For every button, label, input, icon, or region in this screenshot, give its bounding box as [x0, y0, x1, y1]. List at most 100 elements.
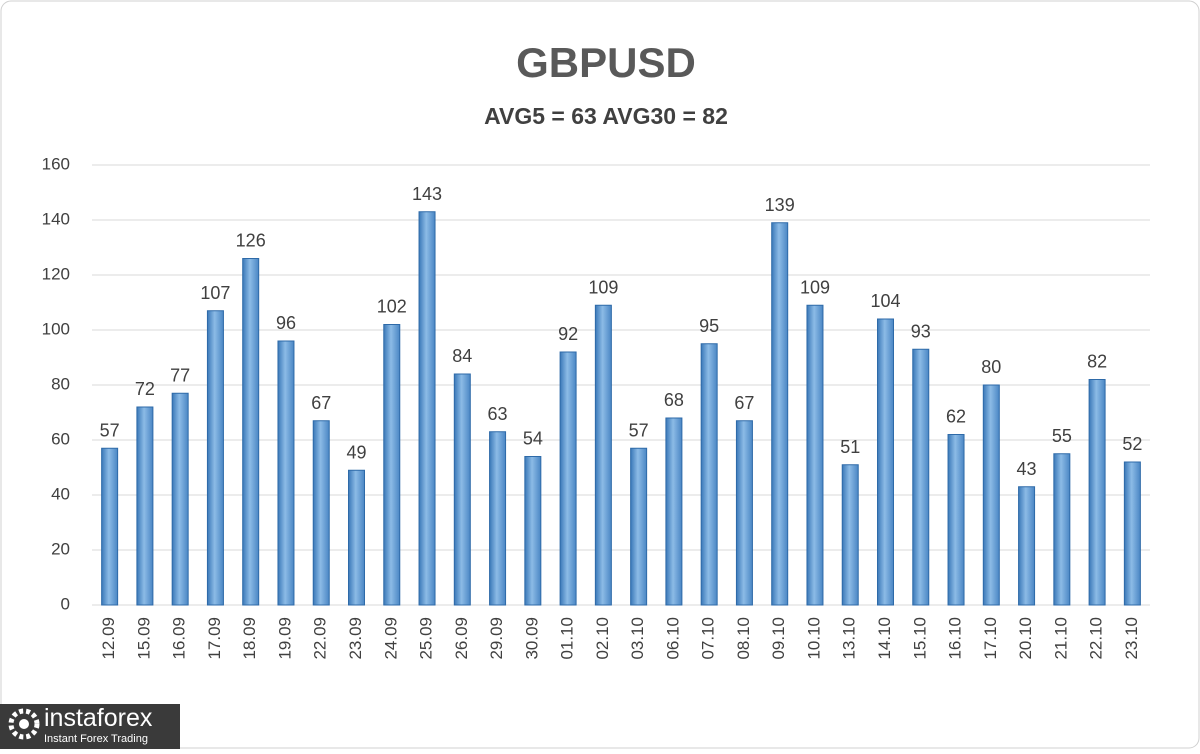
y-tick-label: 20: [51, 539, 70, 558]
bar: [700, 343, 718, 606]
y-tick-label: 40: [51, 484, 70, 503]
x-tick-label: 16.09: [170, 617, 189, 660]
value-label: 109: [800, 277, 830, 297]
value-label: 102: [377, 297, 407, 317]
x-tick-label: 23.10: [1122, 617, 1141, 660]
bar: [489, 431, 507, 606]
x-tick-label: 02.10: [593, 617, 612, 660]
bar: [735, 420, 753, 606]
value-label: 95: [699, 316, 719, 336]
value-label: 62: [946, 407, 966, 427]
chart-subtitle: AVG5 = 63 AVG30 = 82: [484, 103, 728, 129]
bar: [277, 340, 295, 606]
bar: [1088, 379, 1106, 606]
value-label: 77: [170, 365, 190, 385]
bar: [947, 434, 965, 606]
bar: [630, 447, 648, 606]
value-label: 84: [452, 346, 472, 366]
value-label: 49: [346, 442, 366, 462]
x-tick-label: 06.10: [663, 617, 682, 660]
x-tick-label: 21.10: [1051, 617, 1070, 660]
value-label: 96: [276, 313, 296, 333]
y-tick-label: 0: [61, 594, 70, 613]
x-tick-label: 20.10: [1016, 617, 1035, 660]
y-tick-label: 120: [42, 264, 70, 283]
bar: [383, 324, 401, 606]
watermark-name: instaforex: [44, 704, 153, 732]
value-label: 52: [1122, 434, 1142, 454]
x-tick-label: 09.10: [769, 617, 788, 660]
x-tick-label: 22.10: [1087, 617, 1106, 660]
bar: [594, 304, 612, 606]
bar: [453, 373, 471, 606]
x-tick-label: 08.10: [734, 617, 753, 660]
bar: [1018, 486, 1036, 606]
value-label: 51: [840, 437, 860, 457]
x-tick-label: 30.09: [522, 617, 541, 660]
value-label: 67: [311, 393, 331, 413]
value-label: 67: [734, 393, 754, 413]
bar: [206, 310, 224, 606]
x-tick-label: 23.09: [346, 617, 365, 660]
bar: [312, 420, 330, 606]
y-tick-label: 140: [42, 209, 70, 228]
value-label: 93: [911, 321, 931, 341]
value-label: 126: [236, 231, 266, 251]
value-label: 139: [765, 195, 795, 215]
x-tick-label: 18.09: [240, 617, 259, 660]
y-tick-label: 60: [51, 429, 70, 448]
value-label: 72: [135, 379, 155, 399]
value-label: 68: [664, 390, 684, 410]
bar: [242, 258, 260, 606]
bar: [841, 464, 859, 606]
value-label: 43: [1017, 459, 1037, 479]
bar: [1123, 461, 1141, 606]
x-tick-label: 14.10: [875, 617, 894, 660]
value-label: 54: [523, 429, 543, 449]
value-label: 109: [588, 277, 618, 297]
x-tick-label: 19.09: [275, 617, 294, 660]
value-label: 57: [629, 420, 649, 440]
x-tick-label: 03.10: [628, 617, 647, 660]
x-tick-label: 22.09: [311, 617, 330, 660]
x-tick-label: 01.10: [558, 617, 577, 660]
x-tick-label: 17.10: [981, 617, 1000, 660]
y-tick-label: 160: [42, 154, 70, 173]
bar: [136, 406, 154, 606]
x-tick-label: 26.09: [452, 617, 471, 660]
value-label: 104: [870, 291, 900, 311]
bar: [101, 447, 119, 606]
x-tick-label: 15.10: [910, 617, 929, 660]
x-tick-label: 10.10: [804, 617, 823, 660]
x-tick-label: 07.10: [699, 617, 718, 660]
bar: [912, 348, 930, 606]
bar: [524, 456, 542, 606]
y-tick-label: 80: [51, 374, 70, 393]
x-tick-label: 17.09: [205, 617, 224, 660]
value-label: 57: [100, 420, 120, 440]
bar: [982, 384, 1000, 606]
x-tick-label: 16.10: [946, 617, 965, 660]
watermark-icon-core: [19, 719, 29, 729]
value-label: 63: [488, 404, 508, 424]
x-tick-label: 29.09: [487, 617, 506, 660]
bar: [348, 469, 365, 606]
bar: [171, 392, 189, 606]
bar: [665, 417, 683, 606]
value-label: 80: [981, 357, 1001, 377]
value-label: 82: [1087, 352, 1107, 372]
value-label: 143: [412, 184, 442, 204]
watermark: instaforex Instant Forex Trading: [0, 704, 180, 749]
bar: [771, 222, 789, 606]
x-tick-label: 15.09: [134, 617, 153, 660]
bar: [418, 211, 436, 606]
y-tick-label: 100: [42, 319, 70, 338]
chart-title: GBPUSD: [516, 39, 696, 86]
bar: [1053, 453, 1071, 606]
x-tick-label: 13.10: [840, 617, 859, 660]
bar: [877, 318, 894, 606]
x-tick-label: 25.09: [417, 617, 436, 660]
value-label: 55: [1052, 426, 1072, 446]
bar: [806, 304, 824, 606]
